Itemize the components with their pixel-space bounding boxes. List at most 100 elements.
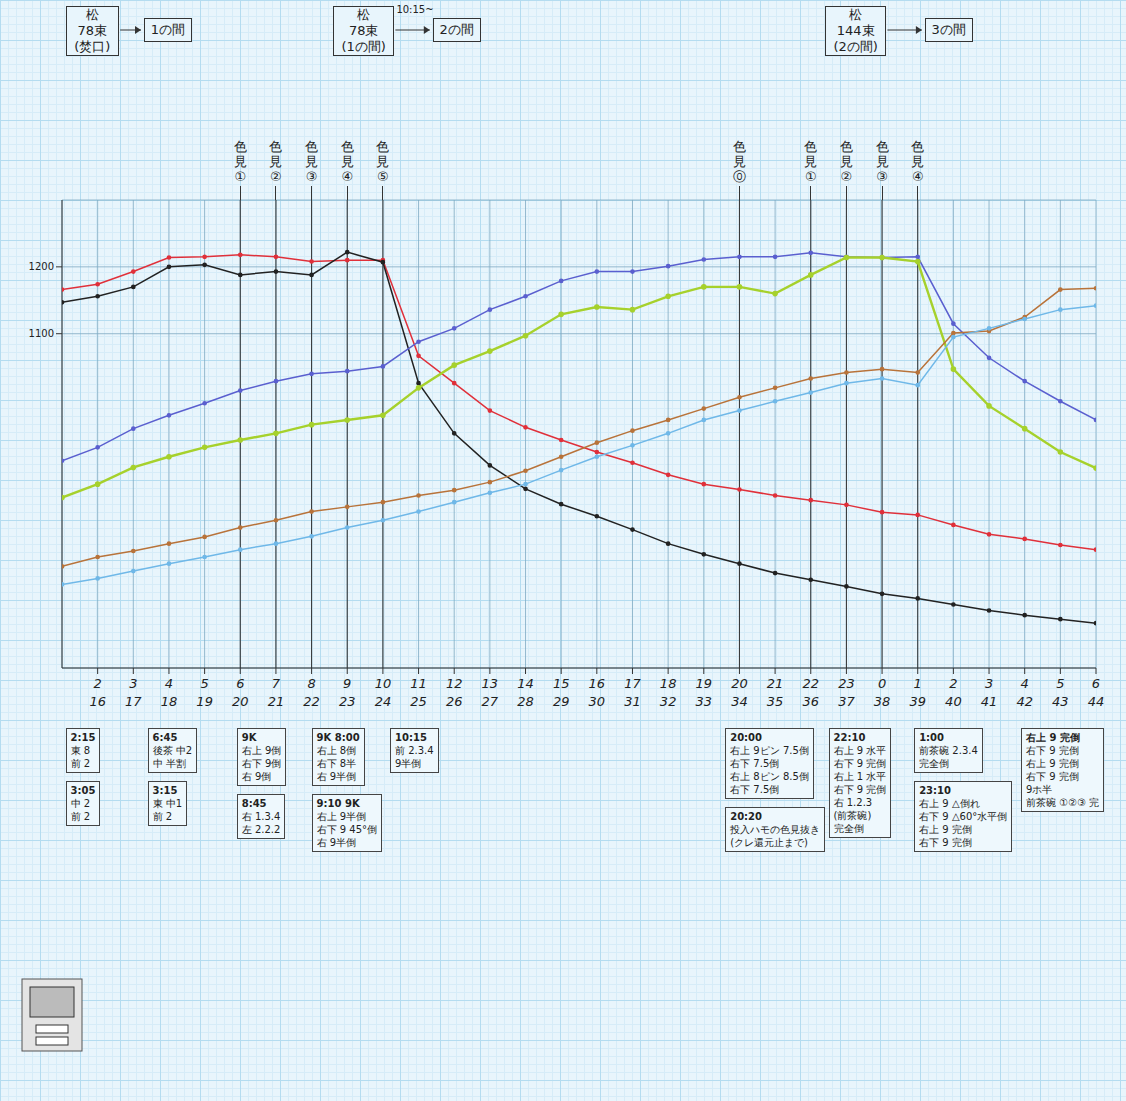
- svg-text:4: 4: [165, 676, 173, 691]
- svg-text:5: 5: [1056, 676, 1064, 691]
- svg-text:31: 31: [624, 694, 641, 709]
- html-text:144束: 144束: [836, 23, 875, 38]
- svg-text:26: 26: [446, 694, 463, 709]
- svg-text:28: 28: [517, 694, 534, 709]
- html-text:見: 見: [376, 154, 390, 169]
- svg-text:37: 37: [838, 694, 855, 709]
- html-text:見: 見: [839, 154, 853, 169]
- html-text:色: 色: [340, 139, 354, 154]
- svg-text:23: 23: [339, 694, 356, 709]
- html-text:1の間: 1の間: [150, 22, 185, 37]
- svg-text:14: 14: [517, 676, 534, 691]
- svg-text:36: 36: [802, 694, 819, 709]
- html-text:色: 色: [804, 139, 818, 154]
- html-text:色: 色: [269, 139, 283, 154]
- html-text:見: 見: [804, 154, 818, 169]
- html-text:78束: 78束: [348, 23, 379, 38]
- html-text:色: 色: [839, 139, 853, 154]
- svg-text:16: 16: [589, 676, 606, 691]
- svg-text:32: 32: [660, 694, 677, 709]
- svg-text:30: 30: [589, 694, 606, 709]
- svg-text:1100: 1100: [29, 328, 54, 339]
- svg-text:23: 23: [838, 676, 855, 691]
- svg-text:27: 27: [482, 694, 499, 709]
- svg-text:0: 0: [878, 676, 886, 691]
- html-text:色: 色: [376, 139, 390, 154]
- svg-text:21: 21: [268, 694, 285, 709]
- svg-text:12: 12: [446, 676, 463, 691]
- svg-text:25: 25: [410, 694, 427, 709]
- html-text:2の間: 2の間: [439, 22, 474, 37]
- svg-text:3: 3: [985, 676, 993, 691]
- html-text:色: 色: [233, 139, 247, 154]
- svg-text:34: 34: [731, 694, 748, 709]
- svg-text:2: 2: [94, 676, 102, 691]
- svg-text:1200: 1200: [29, 261, 54, 272]
- html-text:松: 松: [357, 7, 371, 22]
- html-text:見: 見: [340, 154, 354, 169]
- html-text:見: 見: [732, 154, 746, 169]
- svg-text:20: 20: [731, 676, 748, 691]
- svg-text:13: 13: [482, 676, 499, 691]
- html-text:見: 見: [305, 154, 319, 169]
- html-text:③: ③: [305, 169, 318, 184]
- html-text:④: ④: [341, 169, 354, 184]
- html-text:見: 見: [269, 154, 283, 169]
- svg-text:17: 17: [125, 694, 142, 709]
- html-text:色: 色: [875, 139, 889, 154]
- svg-text:29: 29: [553, 694, 570, 709]
- html-text:見: 見: [233, 154, 247, 169]
- svg-text:7: 7: [272, 676, 281, 691]
- html-text:(焚口): (焚口): [74, 39, 111, 54]
- html-text:②: ②: [840, 169, 853, 184]
- svg-text:44: 44: [1088, 694, 1105, 709]
- html-text:見: 見: [911, 154, 925, 169]
- svg-text:11: 11: [410, 676, 427, 691]
- html-text:(1の間): (1の間): [341, 39, 386, 54]
- svg-text:38: 38: [874, 694, 891, 709]
- svg-text:2: 2: [949, 676, 957, 691]
- svg-text:41: 41: [981, 694, 998, 709]
- svg-text:1: 1: [914, 676, 922, 691]
- svg-text:19: 19: [196, 694, 213, 709]
- html-text:色: 色: [305, 139, 319, 154]
- svg-text:6: 6: [236, 676, 244, 691]
- svg-text:20: 20: [232, 694, 249, 709]
- svg-text:10: 10: [375, 676, 392, 691]
- html-text:①: ①: [804, 169, 817, 184]
- svg-text:22: 22: [802, 676, 819, 691]
- svg-text:19: 19: [696, 676, 713, 691]
- html-text:松: 松: [849, 7, 863, 22]
- svg-text:4: 4: [1021, 676, 1029, 691]
- svg-text:21: 21: [767, 676, 784, 691]
- html-text:色: 色: [732, 139, 746, 154]
- html-text:色: 色: [911, 139, 925, 154]
- svg-text:16: 16: [89, 694, 106, 709]
- svg-text:39: 39: [909, 694, 926, 709]
- svg-text:18: 18: [660, 676, 677, 691]
- html-text:(2の間): (2の間): [833, 39, 878, 54]
- svg-text:6: 6: [1092, 676, 1100, 691]
- svg-text:40: 40: [945, 694, 962, 709]
- html-text:①: ①: [234, 169, 247, 184]
- html-text:松: 松: [85, 7, 99, 22]
- svg-text:17: 17: [624, 676, 641, 691]
- svg-text:15: 15: [553, 676, 570, 691]
- svg-text:9: 9: [343, 676, 351, 691]
- svg-text:18: 18: [161, 694, 178, 709]
- svg-text:35: 35: [767, 694, 784, 709]
- html-text:②: ②: [270, 169, 282, 184]
- html-text:見: 見: [875, 154, 889, 169]
- svg-text:33: 33: [696, 694, 713, 709]
- html-text:④: ④: [911, 169, 924, 184]
- svg-text:22: 22: [303, 694, 320, 709]
- html-text:78束: 78束: [77, 23, 108, 38]
- svg-text:5: 5: [200, 676, 208, 691]
- svg-text:24: 24: [375, 694, 392, 709]
- svg-text:42: 42: [1016, 694, 1033, 709]
- svg-text:3: 3: [129, 676, 137, 691]
- html-text:⓪: ⓪: [732, 169, 746, 184]
- svg-text:43: 43: [1052, 694, 1069, 709]
- html-text:3の間: 3の間: [931, 22, 966, 37]
- svg-text:8: 8: [307, 676, 315, 691]
